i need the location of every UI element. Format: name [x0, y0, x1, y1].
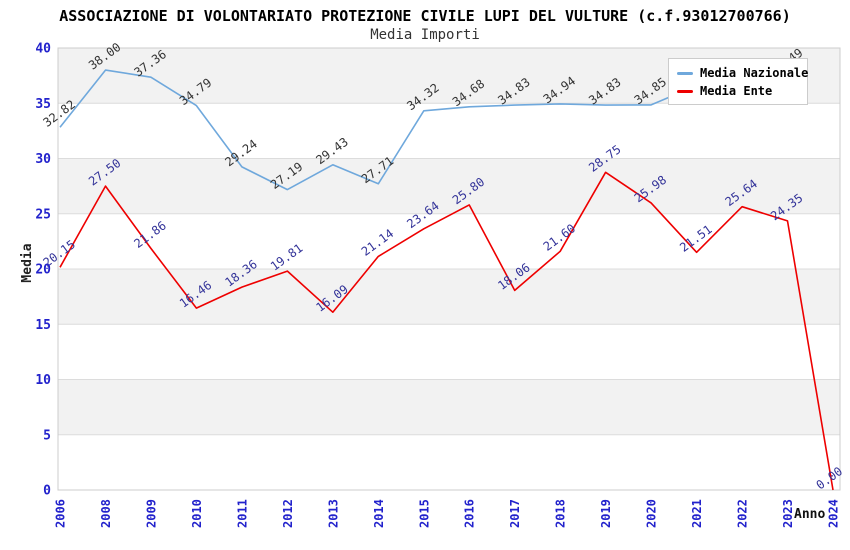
media-ente-line-swatch-icon: [677, 89, 693, 93]
plot-border: [57, 47, 841, 491]
plot-band: [58, 158, 840, 214]
y-tick-label: 15: [35, 318, 51, 333]
y-tick-label: 5: [43, 428, 51, 443]
data-label: 21.51: [677, 222, 714, 255]
x-tick-label: 2020: [645, 499, 659, 528]
x-axis-title: Anno: [794, 507, 826, 522]
y-tick-label: 30: [35, 152, 51, 167]
x-tick-label: 2008: [99, 499, 113, 528]
x-tick-label: 2022: [736, 499, 750, 528]
y-tick-label: 40: [35, 42, 51, 57]
x-tick-label: 2015: [417, 499, 431, 528]
legend: Media Nazionale Media Ente: [668, 58, 808, 105]
x-tick-label: 2021: [690, 499, 704, 528]
y-tick-label: 25: [35, 207, 51, 222]
y-tick-label: 10: [35, 373, 51, 388]
y-tick-label: 20: [35, 263, 51, 278]
plot-band: [58, 379, 840, 435]
series-line-1: [59, 171, 834, 491]
x-tick-label: 2010: [190, 499, 204, 528]
chart-subtitle: Media Importi: [370, 27, 480, 43]
legend-item-media-nazionale: Media Nazionale: [677, 64, 808, 82]
x-tick-label: 2018: [554, 499, 568, 528]
chart-title: ASSOCIAZIONE DI VOLONTARIATO PROTEZIONE …: [59, 7, 791, 25]
x-tick-label: 2024: [827, 499, 841, 528]
legend-label-media-ente: Media Ente: [700, 84, 773, 98]
x-tick-label: 2016: [463, 499, 477, 528]
y-tick-label: 35: [35, 97, 51, 112]
x-tick-label: 2006: [54, 499, 68, 528]
x-tick-label: 2019: [599, 499, 613, 528]
series-line-0: [59, 69, 788, 191]
media-nazionale-line-swatch-icon: [677, 71, 693, 75]
x-tick-label: 2012: [281, 499, 295, 528]
x-tick-label: 2023: [781, 499, 795, 528]
data-label: 21.14: [359, 226, 396, 259]
y-tick-label: 0: [43, 484, 51, 499]
legend-label-media-nazionale: Media Nazionale: [700, 66, 809, 80]
data-label: 21.86: [131, 218, 168, 251]
x-tick-label: 2017: [508, 499, 522, 528]
y-axis-title: Media: [20, 243, 35, 283]
x-tick-label: 2011: [235, 499, 249, 528]
x-tick-label: 2013: [326, 499, 340, 528]
data-label: 21.60: [541, 221, 578, 254]
x-tick-label: 2014: [372, 499, 386, 528]
legend-item-media-ente: Media Ente: [677, 82, 799, 100]
plot-band: [58, 269, 840, 325]
x-tick-label: 2009: [144, 499, 158, 528]
